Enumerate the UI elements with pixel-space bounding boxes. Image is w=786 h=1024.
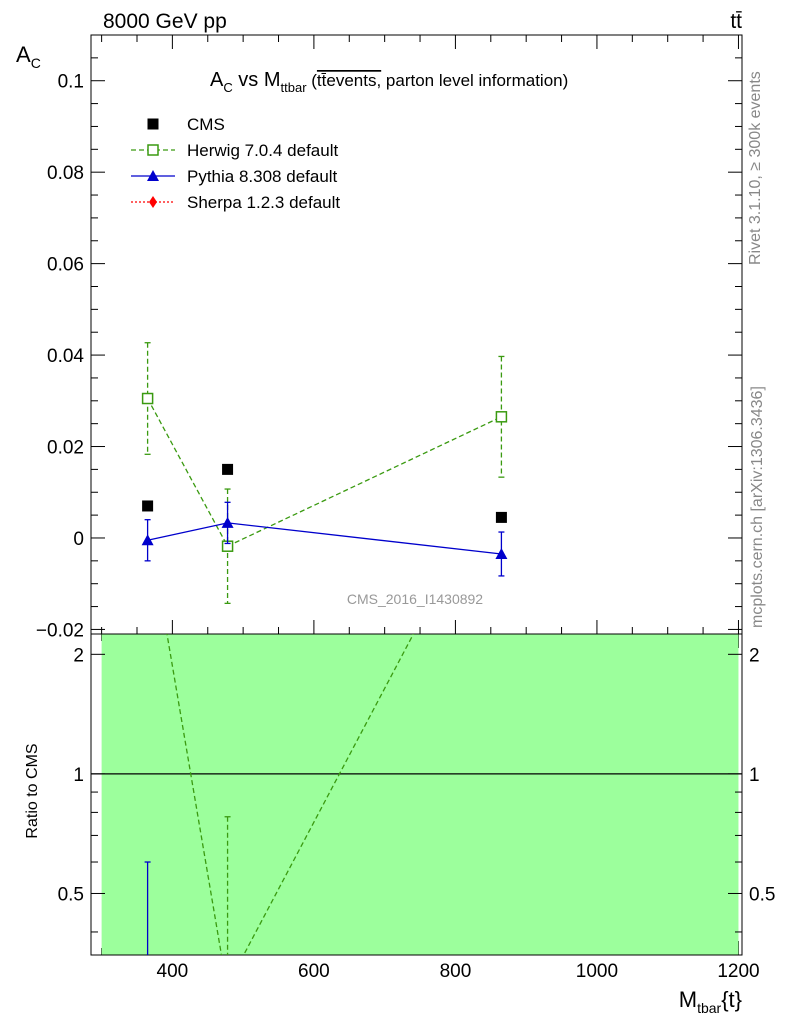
ratio-tick-label: 2 [73,645,84,666]
series-cms [142,463,507,523]
mcplots-label: mcplots.cern.ch [arXiv:1306.3436] [749,386,766,628]
legend-label: Herwig 7.0.4 default [187,141,338,160]
y-tick-label: 0.08 [47,163,84,184]
ratio-curves [144,634,415,1024]
y-tick-label: 0 [73,529,84,550]
ratio-frame [90,633,743,956]
data-point [495,511,507,523]
x-tick-label: 400 [157,961,189,982]
ratio-tick-label: 1 [749,765,760,786]
y-tick-label: −0.02 [36,620,84,641]
series-line [147,398,502,548]
header-left: 8000 GeV pp [103,10,227,33]
header-right: tt̄ [730,10,742,33]
series-pythia [141,501,508,577]
y-tick-label: 0.06 [47,255,84,276]
chart-title: AC vs Mttbar (tt̄events, parton level in… [210,69,568,95]
x-axis-label: Mtbar{t} [679,987,742,1016]
data-point [221,516,234,528]
data-point [495,547,508,559]
data-point [495,411,508,423]
legend-marker [147,144,159,156]
ratio-line [228,960,240,1024]
ratio-line [166,634,223,955]
y-axis-label: AC [16,42,41,71]
rivet-label: Rivet 3.1.10, ≥ 300k events [747,71,764,265]
y-tick-label: 0.1 [58,72,84,93]
x-tick-label: 800 [440,961,472,982]
series-herwig [141,342,508,605]
legend-marker [147,170,159,181]
y-tick-label: 0.04 [47,346,84,367]
ratio-tick-label: 1 [73,765,84,786]
legend-label: CMS [187,115,225,134]
ratio-axis-label: Ratio to CMS [24,743,41,838]
ratio-line [215,960,227,1024]
main-panel: −0.02 0 0.02 0.04 0.06 0.08 0.1 [36,34,743,955]
ratio-tick-label: 0.5 [58,884,84,905]
legend-label: Pythia 8.308 default [187,167,338,186]
x-tick-label: 1200 [717,961,759,982]
legend-label: Sherpa 1.2.3 default [187,193,340,212]
data-point [222,463,234,475]
ratio-tick-label: 2 [749,645,760,666]
y-tick-label: 0.02 [47,438,84,459]
legend-marker [149,196,157,208]
ratio-tick-label: 0.5 [749,884,775,905]
x-tick-label: 600 [298,961,330,982]
ratio-line [242,634,415,955]
data-point [141,392,154,405]
data-point [142,500,154,512]
legend: CMS Herwig 7.0.4 default Pythia 8.308 defa… [131,115,340,212]
ratio-band [101,634,739,955]
ratio-panel: 400 600 800 1000 1200 0.5 0.5 1 1 2 2 [58,633,775,1024]
legend-marker [147,118,159,130]
x-tick-label: 1000 [576,961,618,982]
series-line [147,522,502,555]
data-point [141,534,154,546]
analysis-watermark: CMS_2016_I1430892 [347,591,483,607]
